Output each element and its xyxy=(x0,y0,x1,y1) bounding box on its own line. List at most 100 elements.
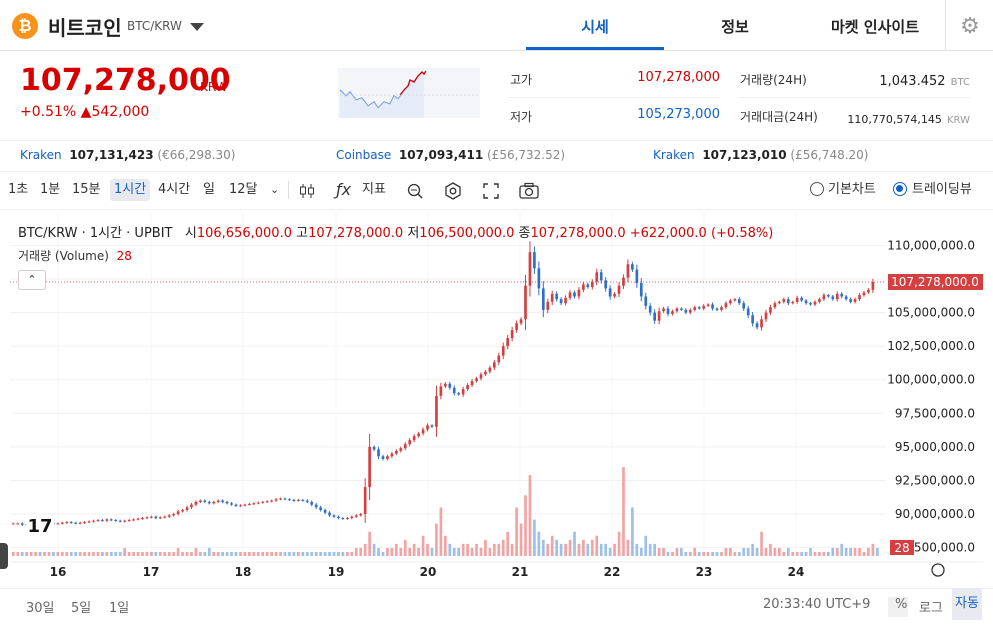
candle-body xyxy=(377,449,380,457)
interval-day[interactable]: 일 xyxy=(203,182,215,197)
range-5d[interactable]: 5일 xyxy=(71,601,92,616)
volume-bar xyxy=(12,551,15,556)
axis-settings-icon[interactable] xyxy=(931,563,945,577)
interval-1h[interactable]: 1시간 xyxy=(110,179,151,201)
volume-bar xyxy=(515,507,518,556)
exchange-item[interactable]: Kraken 107,131,423 (€66,298.30) xyxy=(20,148,235,162)
chevron-down-icon[interactable] xyxy=(190,23,204,31)
volume-bar xyxy=(622,467,625,556)
candle-body xyxy=(239,505,242,507)
volume-bar xyxy=(724,547,728,556)
candle-body xyxy=(74,522,78,524)
exchange-item[interactable]: Kraken 107,123,010 (£56,748.20) xyxy=(653,148,868,162)
interval-1s[interactable]: 1초 xyxy=(8,182,29,197)
tab-info[interactable]: 정보 xyxy=(721,18,749,36)
volume-bar xyxy=(644,535,648,556)
y-tick-label: 102,500,000.0 xyxy=(887,339,975,353)
low-value: 105,273,000 xyxy=(637,107,720,122)
log-toggle[interactable]: 로그 xyxy=(919,601,943,616)
candle-body xyxy=(844,296,848,300)
range-1d[interactable]: 1일 xyxy=(109,601,130,616)
candle-body xyxy=(840,293,844,297)
volume-bar xyxy=(849,547,852,556)
gear-icon[interactable]: ⚙ xyxy=(945,0,993,50)
volume-bar xyxy=(38,551,42,556)
candle-body xyxy=(492,362,496,368)
camera-icon[interactable] xyxy=(518,182,540,200)
high-label: 고가 xyxy=(510,73,533,87)
basic-chart-label[interactable]: 기본차트 xyxy=(828,182,876,197)
tradingview-radio[interactable] xyxy=(893,182,907,196)
candle-body xyxy=(813,301,817,305)
exchange-item[interactable]: Coinbase 107,093,411 (£56,732.52) xyxy=(336,148,565,162)
volume-bar xyxy=(123,547,127,556)
volume-bar xyxy=(666,551,670,556)
volume-bar xyxy=(377,547,380,556)
interval-4h[interactable]: 4시간 xyxy=(158,182,191,197)
function-icon[interactable]: ƒx xyxy=(336,180,352,199)
volume-bar xyxy=(359,547,363,556)
interval-1m[interactable]: 1분 xyxy=(40,182,61,197)
volume-bar xyxy=(470,547,474,556)
candle-body xyxy=(849,299,852,302)
volume-bar xyxy=(350,551,354,556)
volume-bar xyxy=(319,551,322,556)
volume-bar xyxy=(595,535,599,556)
drawing-tool-icon[interactable] xyxy=(406,182,424,200)
tradingview-label[interactable]: 트레이딩뷰 xyxy=(912,182,972,197)
volume-bar xyxy=(56,551,60,556)
volume-bar xyxy=(403,539,407,556)
volume-bar xyxy=(426,543,429,556)
auto-scale-toggle[interactable]: 자동 xyxy=(952,588,982,620)
price-chart[interactable]: 110,000,000.0107,500,000.0105,000,000.01… xyxy=(10,212,983,587)
pair-label[interactable]: BTC/KRW xyxy=(127,19,182,33)
volume-bar xyxy=(78,551,82,556)
interval-15m[interactable]: 15분 xyxy=(72,182,101,197)
fullscreen-icon[interactable] xyxy=(482,182,500,200)
volume-bar xyxy=(653,543,656,556)
volume-bar xyxy=(568,539,572,556)
interval-12m[interactable]: 12달 xyxy=(229,182,258,197)
x-tick-label: 21 xyxy=(512,565,529,579)
volume-bar xyxy=(154,551,158,556)
y-tick-label: 100,000,000.0 xyxy=(887,373,975,387)
current-price: 107,278,000 xyxy=(20,63,231,98)
tab-market-insight[interactable]: 마켓 인사이트 xyxy=(830,18,920,36)
candle-body xyxy=(412,436,416,441)
exchange-converted: (£56,748.20) xyxy=(790,148,869,162)
chevron-down-icon[interactable]: ⌄ xyxy=(270,183,280,196)
volume-bar xyxy=(230,551,233,556)
drag-handle[interactable] xyxy=(0,543,8,569)
candle-body xyxy=(292,499,296,501)
volume-bar xyxy=(555,539,559,556)
last-price-badge xyxy=(888,273,983,290)
collapse-legend-button[interactable]: ⌃ xyxy=(18,270,46,290)
volume-bar xyxy=(804,551,808,556)
indicator-button[interactable]: 지표 xyxy=(362,182,386,197)
chart-toolbar: 1초 1분 15분 1시간 4시간 일 12달 ⌄ ƒx 지표 기본차트 트레이… xyxy=(0,171,993,210)
candle-body xyxy=(109,519,113,521)
settings-hexagon-icon[interactable] xyxy=(443,181,463,201)
coin-name[interactable]: 비트코인 xyxy=(48,16,122,40)
volume-bar xyxy=(871,543,875,556)
candlestick-icon[interactable] xyxy=(298,182,316,200)
volume-bar xyxy=(786,547,790,556)
range-30d[interactable]: 30일 xyxy=(26,601,55,616)
volume-bar xyxy=(43,551,46,556)
candle-body xyxy=(541,288,545,310)
candle-body xyxy=(439,386,443,396)
candle-body xyxy=(105,519,109,521)
volume-bar xyxy=(519,523,523,556)
bitcoin-icon: ₿ xyxy=(12,13,38,39)
tradingview-logo-icon: 17 xyxy=(27,516,52,537)
candle-body xyxy=(390,453,394,457)
basic-chart-radio[interactable] xyxy=(810,182,824,196)
candle-body xyxy=(363,487,367,515)
candle-body xyxy=(666,308,670,314)
change-amount: ▲542,000 xyxy=(80,104,150,120)
tab-quote[interactable]: 시세 xyxy=(526,0,664,50)
candle-body xyxy=(158,517,162,519)
percent-toggle[interactable]: % xyxy=(895,597,908,612)
header: ₿ 비트코인 BTC/KRW 시세 정보 마켓 인사이트 ⚙ xyxy=(0,0,993,51)
volume-bar xyxy=(697,551,701,556)
